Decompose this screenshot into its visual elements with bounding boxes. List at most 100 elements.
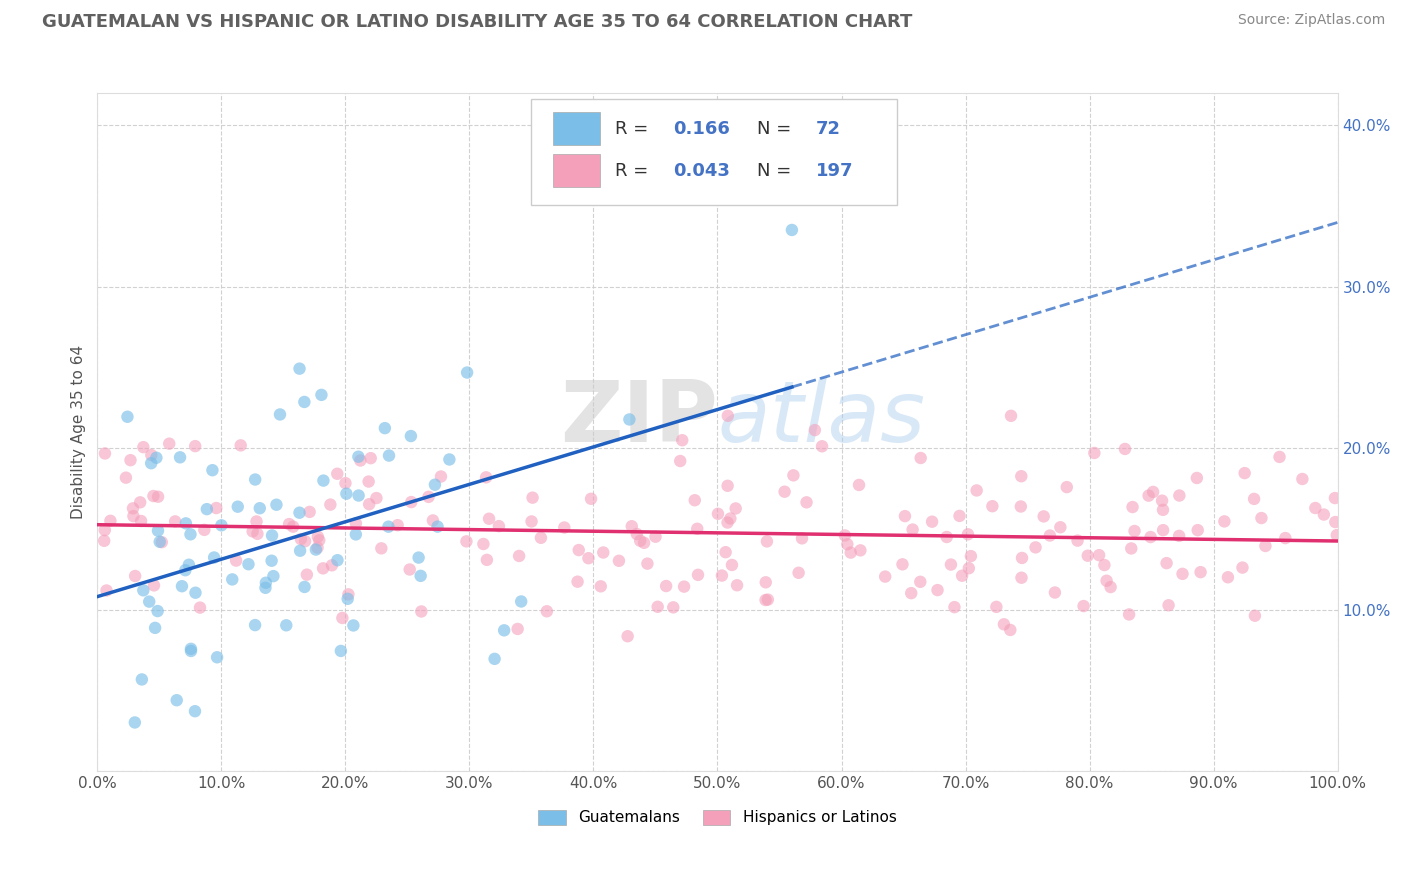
- Point: [456, 366, 478, 380]
- Point: [141, 456, 163, 470]
- Point: [336, 591, 359, 606]
- Point: [124, 715, 146, 730]
- Point: [943, 600, 966, 615]
- Point: [146, 604, 169, 618]
- Text: Source: ZipAtlas.com: Source: ZipAtlas.com: [1237, 13, 1385, 28]
- Point: [717, 409, 740, 423]
- Point: [939, 558, 962, 572]
- Point: [377, 519, 399, 533]
- Point: [221, 573, 243, 587]
- Point: [662, 600, 685, 615]
- Point: [307, 541, 329, 555]
- Point: [1152, 523, 1174, 537]
- Point: [179, 527, 201, 541]
- Point: [1250, 511, 1272, 525]
- Point: [184, 704, 207, 718]
- Point: [374, 421, 396, 435]
- Text: R =: R =: [614, 120, 654, 137]
- Point: [308, 533, 330, 548]
- Point: [418, 490, 440, 504]
- Point: [787, 566, 810, 580]
- Point: [592, 545, 614, 559]
- Point: [834, 528, 856, 542]
- Point: [337, 587, 360, 601]
- Point: [157, 436, 180, 450]
- Point: [243, 618, 266, 632]
- Point: [254, 581, 277, 595]
- Point: [616, 629, 638, 643]
- Point: [174, 516, 197, 531]
- Point: [150, 535, 173, 549]
- Point: [398, 562, 420, 576]
- Point: [96, 583, 118, 598]
- Point: [188, 600, 211, 615]
- Point: [332, 611, 354, 625]
- Point: [475, 470, 498, 484]
- Point: [225, 553, 247, 567]
- Point: [655, 579, 678, 593]
- Point: [94, 446, 117, 460]
- Point: [756, 592, 779, 607]
- Point: [811, 439, 834, 453]
- Point: [145, 450, 167, 465]
- Point: [1142, 484, 1164, 499]
- Point: [281, 519, 304, 533]
- Point: [755, 534, 778, 549]
- Point: [370, 541, 392, 556]
- Point: [1216, 570, 1239, 584]
- Point: [349, 453, 371, 467]
- Point: [1077, 549, 1099, 563]
- Point: [1083, 446, 1105, 460]
- Point: [484, 652, 506, 666]
- Point: [1122, 500, 1144, 514]
- Point: [359, 497, 381, 511]
- Point: [966, 483, 988, 498]
- Point: [295, 567, 318, 582]
- Point: [1137, 489, 1160, 503]
- Point: [1066, 533, 1088, 548]
- Point: [993, 617, 1015, 632]
- Point: [707, 507, 730, 521]
- Point: [195, 502, 218, 516]
- Point: [294, 534, 316, 549]
- Point: [1139, 530, 1161, 544]
- Point: [201, 463, 224, 477]
- Point: [117, 409, 139, 424]
- Text: R =: R =: [614, 161, 654, 179]
- Text: ZIP: ZIP: [560, 377, 717, 460]
- Point: [1244, 608, 1267, 623]
- Point: [439, 452, 461, 467]
- Point: [326, 553, 349, 567]
- Point: [1056, 480, 1078, 494]
- Point: [1011, 571, 1033, 585]
- Y-axis label: Disability Age 35 to 64: Disability Age 35 to 64: [72, 345, 86, 519]
- Point: [1043, 585, 1066, 599]
- Point: [180, 641, 202, 656]
- Text: 197: 197: [815, 161, 853, 179]
- Point: [1157, 599, 1180, 613]
- Point: [266, 498, 288, 512]
- Point: [399, 429, 422, 443]
- Point: [1032, 509, 1054, 524]
- FancyBboxPatch shape: [531, 99, 897, 204]
- Text: 0.043: 0.043: [673, 161, 730, 179]
- Point: [1243, 491, 1265, 506]
- Point: [536, 604, 558, 618]
- Point: [673, 580, 696, 594]
- Point: [131, 673, 153, 687]
- Point: [620, 519, 643, 533]
- Point: [1187, 523, 1209, 537]
- Point: [900, 586, 922, 600]
- Point: [1073, 599, 1095, 613]
- Point: [1324, 515, 1347, 529]
- Point: [132, 583, 155, 598]
- Point: [686, 522, 709, 536]
- Point: [269, 408, 291, 422]
- Point: [986, 599, 1008, 614]
- Point: [288, 506, 311, 520]
- Point: [553, 520, 575, 534]
- Point: [169, 450, 191, 465]
- Point: [242, 524, 264, 539]
- Point: [124, 569, 146, 583]
- Point: [177, 558, 200, 572]
